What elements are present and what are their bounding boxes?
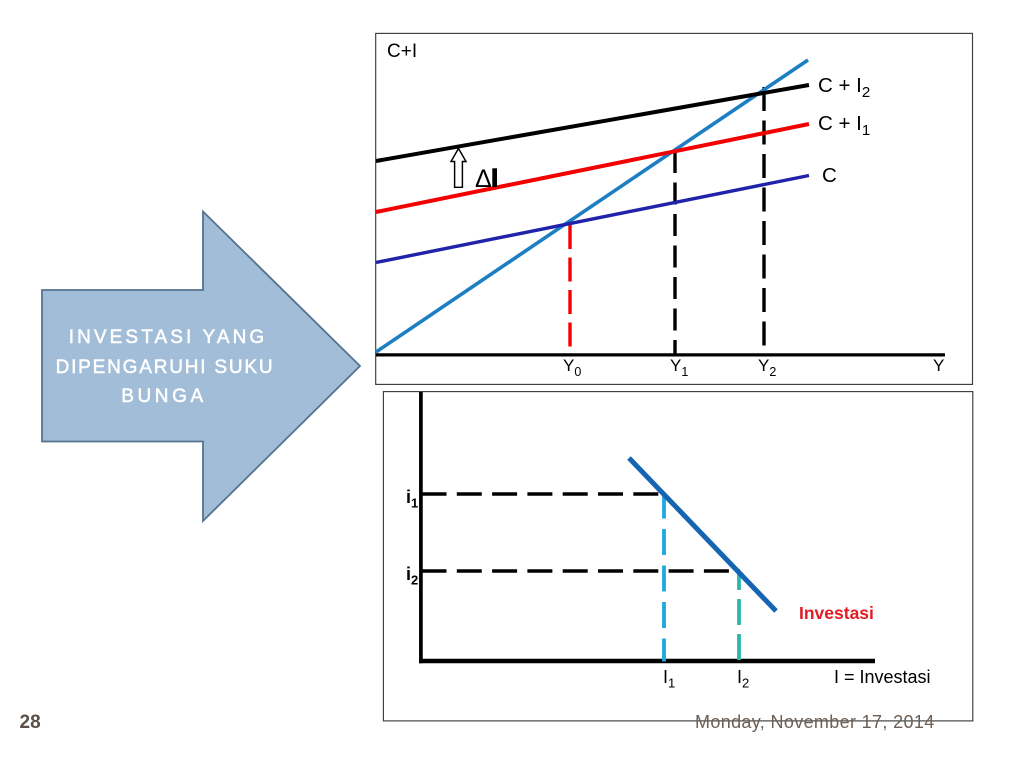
svg-text:C + I2: C + I2 bbox=[818, 74, 870, 101]
svg-text:Monday, November 17, 2014: Monday, November 17, 2014 bbox=[695, 712, 935, 732]
svg-text:C + I1: C + I1 bbox=[818, 112, 870, 139]
svg-text:C+I: C+I bbox=[387, 41, 417, 62]
svg-text:Y: Y bbox=[933, 356, 944, 375]
svg-text:BUNGA: BUNGA bbox=[121, 386, 207, 407]
svg-text:I = Investasi: I = Investasi bbox=[834, 667, 931, 687]
svg-text:Investasi: Investasi bbox=[799, 603, 874, 623]
svg-text:DIPENGARUHI SUKU: DIPENGARUHI SUKU bbox=[56, 357, 275, 378]
svg-text:C: C bbox=[822, 164, 837, 187]
svg-text:28: 28 bbox=[20, 712, 41, 733]
svg-text:Δ: Δ bbox=[475, 165, 492, 193]
svg-text:INVESTASI YANG: INVESTASI YANG bbox=[69, 327, 268, 348]
